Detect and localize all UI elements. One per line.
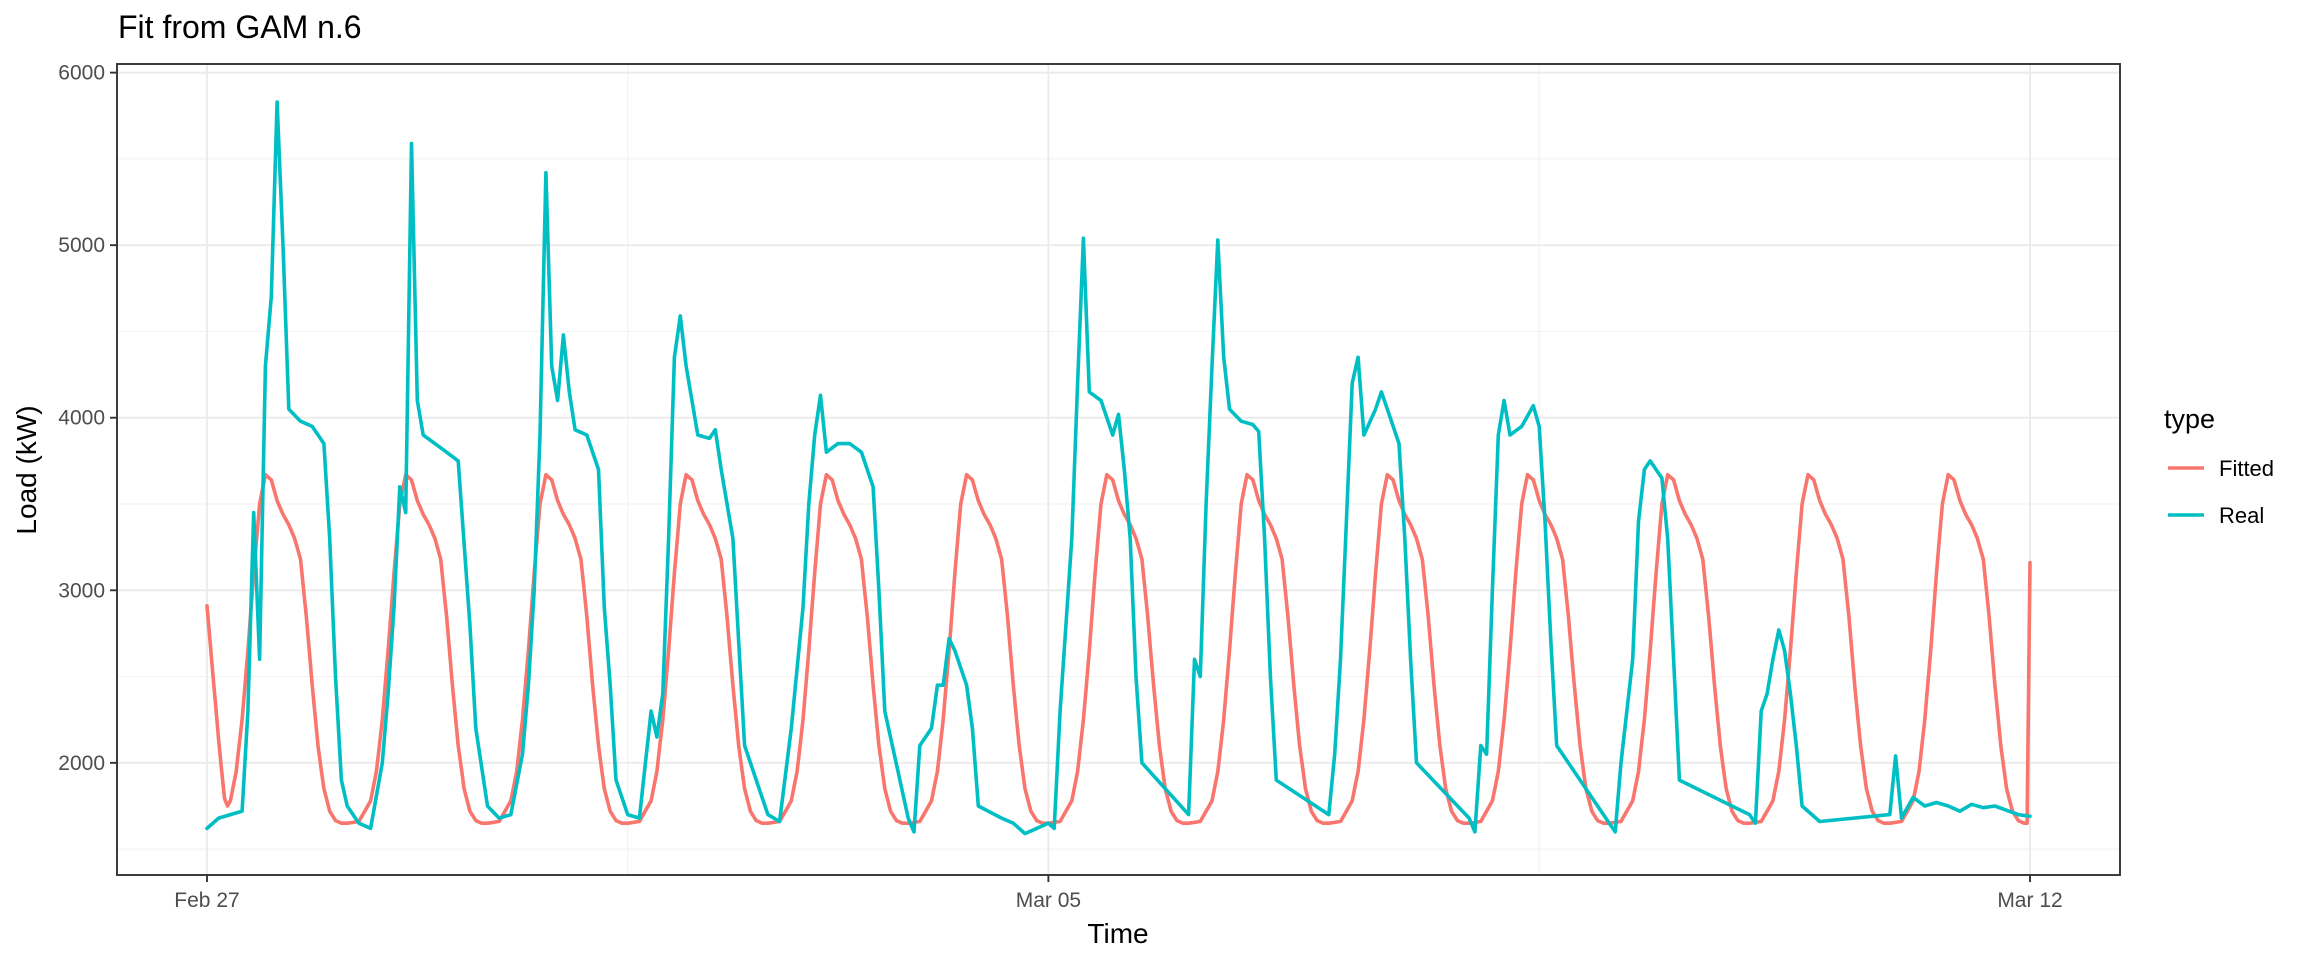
x-axis-title: Time [1087, 918, 1148, 949]
axes: 2000 3000 4000 5000 6000 Feb 27 Mar 05 Mar 12 [58, 62, 2062, 912]
series-line-fitted [205, 472, 2032, 825]
y-tick-label: 6000 [58, 62, 105, 85]
legend-label-real: Real [2219, 503, 2264, 528]
x-tick-label: Feb 27 [174, 889, 239, 912]
chart-title: Fit from GAM n.6 [118, 9, 362, 45]
legend-title: type [2164, 404, 2215, 434]
legend-label-fitted: Fitted [2219, 456, 2274, 481]
plot-panel-border [116, 63, 2121, 876]
legend: type Fitted Real [2164, 404, 2274, 528]
y-axis-title: Load (kW) [11, 405, 42, 534]
series-line-real [205, 100, 2032, 836]
y-tick-label: 5000 [58, 234, 105, 257]
plot-panel-background [117, 64, 2120, 875]
y-tick-label: 3000 [58, 579, 105, 602]
x-tick-label: Mar 12 [1997, 889, 2062, 912]
x-tick-label: Mar 05 [1016, 889, 1081, 912]
y-tick-label: 2000 [58, 752, 105, 775]
series-lines [205, 100, 2032, 836]
legend-items: Fitted Real [2168, 456, 2274, 528]
y-tick-label: 4000 [58, 407, 105, 430]
